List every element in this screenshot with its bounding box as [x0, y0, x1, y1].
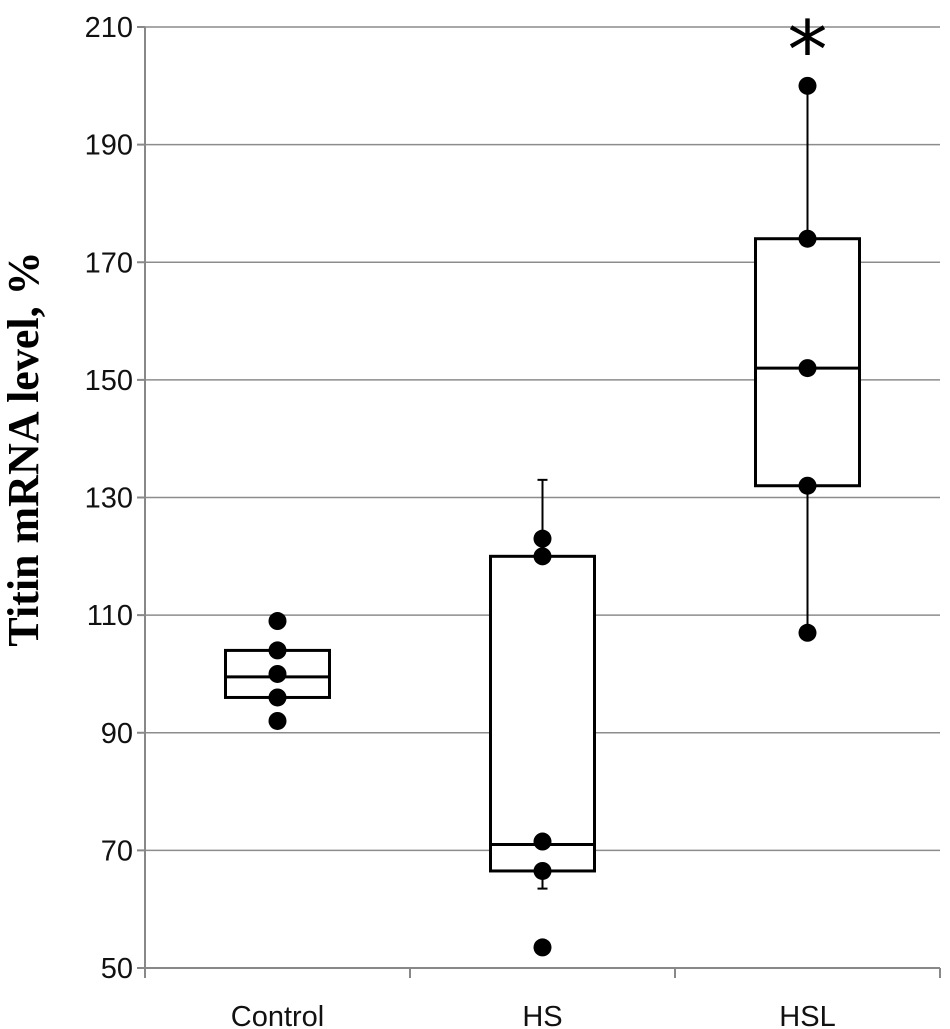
data-point — [798, 359, 817, 378]
data-point — [268, 641, 287, 660]
axes — [144, 27, 940, 969]
data-point — [798, 476, 817, 495]
x-tick-label: HSL — [779, 1001, 835, 1029]
boxes — [224, 84, 861, 890]
data-point — [268, 711, 287, 730]
y-tick-label: 190 — [85, 130, 133, 162]
data-point — [798, 623, 817, 642]
data-point — [533, 861, 552, 880]
y-tick-labels: 50 70 90 110 130 150 170 190 210 — [85, 12, 133, 985]
y-tick-label: 90 — [101, 718, 133, 750]
box-HS — [489, 554, 596, 873]
data-point — [798, 229, 817, 248]
significance-marker: * — [788, 4, 828, 97]
data-point — [798, 76, 817, 95]
data-point — [533, 529, 552, 548]
x-tick-label: Control — [231, 1001, 325, 1029]
y-tick-label: 210 — [85, 12, 133, 44]
data-point — [268, 664, 287, 683]
data-point — [268, 688, 287, 707]
y-tick-label: 150 — [85, 365, 133, 397]
data-point — [533, 938, 552, 957]
data-point — [533, 832, 552, 851]
y-tick-label: 130 — [85, 483, 133, 515]
data-point — [533, 547, 552, 566]
x-tick-label: HS — [522, 1001, 562, 1029]
data-point — [268, 612, 287, 631]
y-tick-label: 110 — [87, 600, 133, 632]
data-points: * — [268, 4, 828, 957]
y-tick-label: 70 — [101, 835, 133, 867]
y-axis-label: Titin mRNA level, % — [0, 251, 48, 646]
y-tick-label: 170 — [85, 247, 133, 279]
x-tick-labels: Control HS HSL — [231, 1001, 836, 1029]
y-tick-label: 50 — [101, 953, 133, 985]
